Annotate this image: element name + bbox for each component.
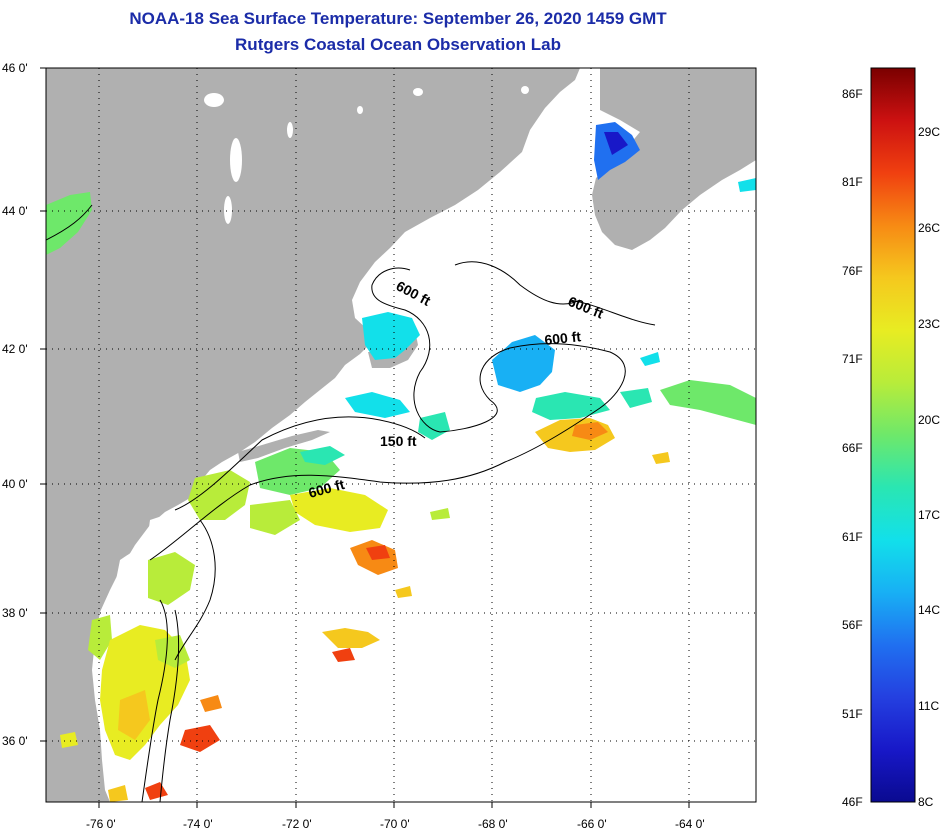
colorbar-f-label: 81F bbox=[842, 175, 863, 189]
colorbar-c-label: 17C bbox=[918, 508, 941, 522]
lon-label: -68 0' bbox=[478, 817, 508, 831]
lat-label: 46 0' bbox=[2, 61, 28, 75]
axis-ticks bbox=[40, 67, 690, 808]
isobath-contours bbox=[46, 204, 656, 802]
lat-label: 40 0' bbox=[2, 477, 28, 491]
lat-label: 36 0' bbox=[2, 734, 28, 748]
delaware-bay bbox=[148, 515, 168, 545]
gridlines bbox=[46, 68, 756, 802]
map-title: NOAA-18 Sea Surface Temperature: Septemb… bbox=[129, 9, 667, 28]
lat-label: 44 0' bbox=[2, 204, 28, 218]
lon-label: -74 0' bbox=[183, 817, 213, 831]
colorbar-f-label: 51F bbox=[842, 707, 863, 721]
land-long-island bbox=[238, 430, 330, 462]
chesapeake-bay bbox=[95, 552, 136, 690]
lat-label: 42 0' bbox=[2, 342, 28, 356]
colorbar-c-label: 26C bbox=[918, 221, 941, 235]
colorbar-f-label: 86F bbox=[842, 87, 863, 101]
lon-label: -72 0' bbox=[282, 817, 312, 831]
colorbar-f-label: 71F bbox=[842, 352, 863, 366]
colorbar-f-label: 76F bbox=[842, 264, 863, 278]
lon-label: -76 0' bbox=[86, 817, 116, 831]
lon-label: -66 0' bbox=[577, 817, 607, 831]
sst-patches bbox=[46, 122, 756, 802]
colorbar-c-label: 8C bbox=[918, 795, 934, 809]
land-mainland bbox=[46, 68, 580, 802]
map-frame bbox=[45, 67, 757, 803]
lon-label: -70 0' bbox=[380, 817, 410, 831]
land-nova-scotia bbox=[592, 68, 756, 250]
colorbar-f-label: 46F bbox=[842, 795, 863, 809]
lon-label: -64 0' bbox=[675, 817, 705, 831]
colorbar-f-label: 66F bbox=[842, 441, 863, 455]
colorbar-c-label: 11C bbox=[918, 699, 940, 713]
colorbar-f-label: 61F bbox=[842, 530, 863, 544]
map-subtitle: Rutgers Coastal Ocean Observation Lab bbox=[235, 35, 561, 54]
colorbar-c-label: 29C bbox=[918, 125, 941, 139]
lakes bbox=[204, 86, 529, 224]
colorbar-c-label: 23C bbox=[918, 317, 941, 331]
colorbar-c-label: 20C bbox=[918, 413, 941, 427]
colorbar-c-label: 14C bbox=[918, 603, 941, 617]
colorbar bbox=[870, 67, 916, 803]
colorbar-f-label: 56F bbox=[842, 618, 863, 632]
isobath-label: 150 ft bbox=[380, 433, 417, 449]
lat-label: 38 0' bbox=[2, 606, 28, 620]
isobath-label: 600 ft bbox=[544, 328, 582, 348]
